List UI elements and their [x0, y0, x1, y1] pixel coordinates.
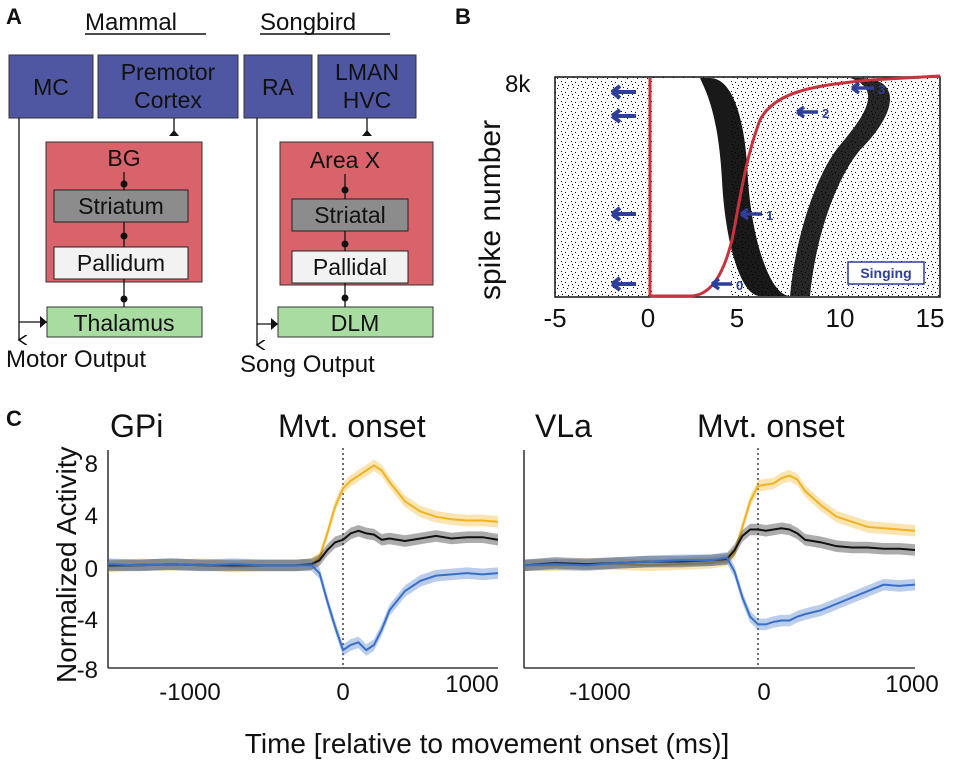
vla-xtick-1: 0 — [757, 679, 770, 706]
b-xtick-1: 0 — [641, 303, 655, 333]
lman-label: LMAN — [335, 59, 399, 85]
striatal-label: Striatal — [314, 202, 386, 228]
panel-a-label: A — [6, 4, 22, 29]
panel-b-ytick: 8k — [505, 71, 531, 98]
c-ytick-8: 8 — [85, 451, 98, 478]
premotor-box — [97, 54, 239, 119]
pallidum-label: Pallidum — [77, 250, 165, 276]
b-xtick-4: 15 — [916, 303, 945, 333]
pallidal-box — [291, 250, 409, 284]
c-ytick-4: 4 — [85, 503, 98, 530]
bg-label: BG — [107, 145, 140, 171]
vla-chart: -1000 0 1000 — [523, 448, 939, 706]
mammal-header: Mammal — [85, 9, 177, 36]
gpi-orange-band — [108, 459, 498, 573]
areax-label: Area X — [310, 147, 380, 173]
c-ytick-0: 0 — [85, 556, 98, 583]
striatum-label: Striatum — [78, 193, 164, 219]
gpi-black-line — [108, 529, 499, 567]
hvc-label: HVC — [343, 87, 392, 113]
gpi-blue-band — [108, 558, 498, 656]
striatal-box — [291, 198, 409, 232]
panel-c-yaxis: 8 4 0 -4 -8 — [77, 450, 109, 684]
panel-b-xticks: -5 0 5 10 15 — [543, 303, 944, 333]
arrow-label-3: 3 — [878, 82, 885, 97]
striatum-box — [53, 189, 189, 223]
gpi-onset-label: Mvt. onset — [278, 408, 426, 444]
ra-box — [243, 54, 313, 119]
dlm-box — [277, 306, 434, 338]
songbird-header: Songbird — [260, 9, 356, 36]
vla-title: VLa — [535, 408, 592, 444]
arrow-label-0: 0 — [736, 278, 743, 293]
gpi-xtick-1: 0 — [336, 679, 349, 706]
pallidal-label: Pallidal — [313, 254, 387, 280]
pallidum-box — [53, 246, 189, 280]
panel-c-label: C — [6, 406, 22, 431]
premotor-label-2: Cortex — [134, 87, 202, 113]
c-ytick-n4: -4 — [77, 607, 98, 634]
panel-b-label: B — [455, 4, 471, 29]
arrow-label-2: 2 — [822, 106, 829, 121]
thalamus-box — [46, 306, 203, 338]
gpi-xtick-2: 1000 — [445, 671, 498, 698]
gpi-title: GPi — [110, 408, 163, 444]
premotor-label-1: Premotor — [121, 59, 216, 85]
b-xtick-2: 5 — [730, 303, 744, 333]
singing-badge-label: Singing — [860, 265, 911, 281]
arrow-label-1: 1 — [766, 208, 773, 223]
gpi-black-band — [108, 525, 498, 572]
b-xtick-0: -5 — [543, 303, 566, 333]
gpi-chart: -1000 0 1000 — [107, 448, 499, 706]
thalamus-label: Thalamus — [74, 310, 175, 336]
motor-output-label: Motor Output — [6, 346, 146, 373]
song-output-label: Song Output — [240, 351, 375, 378]
burst-band-2 — [790, 78, 890, 296]
dlm-label: DLM — [331, 310, 380, 336]
vla-xtick-0: -1000 — [569, 679, 630, 706]
gpi-xtick-0: -1000 — [159, 679, 220, 706]
mc-box — [8, 54, 94, 119]
panel-c-xlabel: Time [relative to movement onset (ms)] — [245, 728, 729, 759]
gpi-orange-line — [107, 464, 499, 568]
vla-black-band — [524, 522, 915, 572]
vla-orange-band — [524, 469, 915, 572]
vla-xtick-2: 1000 — [885, 671, 938, 698]
gpi-blue-line — [107, 563, 499, 652]
ra-label: RA — [262, 74, 295, 100]
panel-c-ylabel: Normalized Activity — [51, 446, 82, 683]
mc-label: MC — [33, 74, 69, 100]
songbird-circuit: Songbird RA LMAN HVC Area X Striatal Pal… — [240, 9, 434, 378]
panel-b-ylabel: spike number — [474, 120, 507, 300]
lman-hvc-box — [317, 54, 417, 119]
c-ytick-n8: -8 — [77, 657, 98, 684]
singing-badge — [847, 261, 925, 285]
vla-orange-line — [524, 474, 916, 567]
mammal-circuit: Mammal MC Premotor Cortex BG Striatum Pa… — [6, 9, 239, 373]
raster-plot: 0 1 2 3 Singing — [554, 74, 941, 298]
vla-blue-line — [523, 556, 916, 626]
vla-onset-label: Mvt. onset — [697, 408, 845, 444]
raster-gap — [652, 78, 690, 296]
b-xtick-3: 10 — [826, 303, 855, 333]
vla-blue-band — [524, 551, 915, 631]
burst-band-1 — [700, 78, 790, 296]
